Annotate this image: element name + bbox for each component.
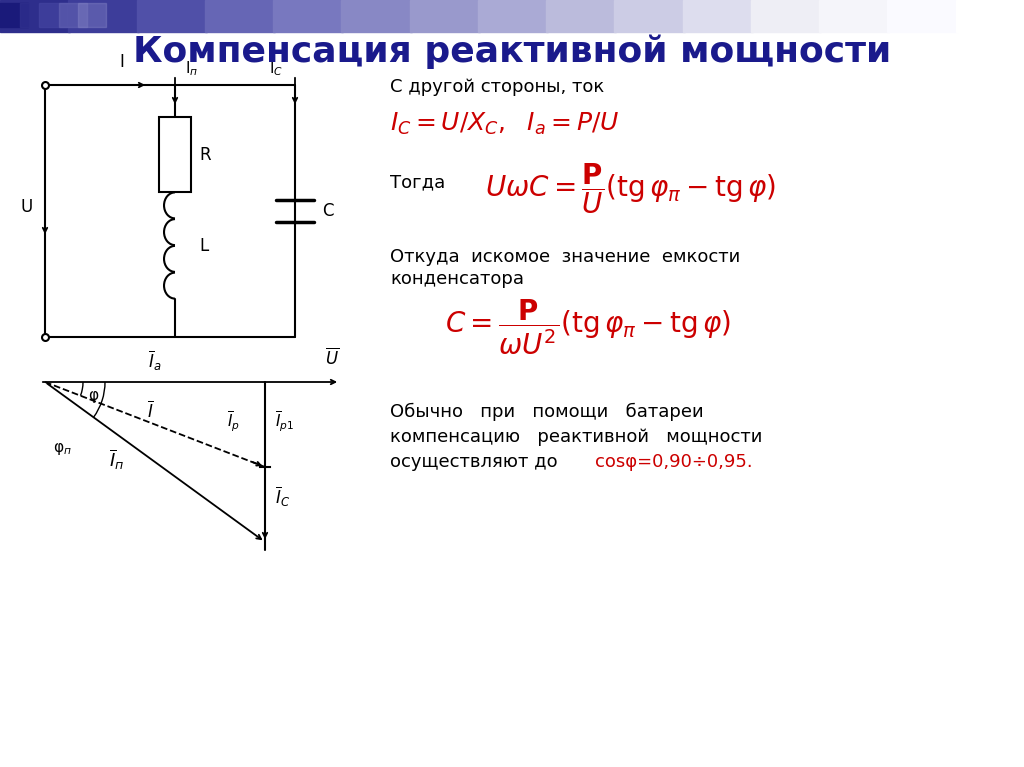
- Text: $I_C=U/X_C,\ \ I_a=P/U$: $I_C=U/X_C,\ \ I_a=P/U$: [390, 111, 620, 137]
- Bar: [39, 3, 68, 27]
- Text: I$_{п}$: I$_{п}$: [185, 60, 199, 78]
- Bar: [341, 0, 412, 32]
- Bar: [410, 0, 480, 32]
- Text: $\overline{I}_p$: $\overline{I}_p$: [226, 410, 240, 433]
- Text: Компенсация реактивной мощности: Компенсация реактивной мощности: [133, 35, 891, 69]
- Bar: [546, 0, 616, 32]
- Bar: [819, 0, 890, 32]
- Text: $U\omega C = \dfrac{\mathbf{P}}{U}(\mathrm{tg}\,\varphi_\pi - \mathrm{tg}\,\varp: $U\omega C = \dfrac{\mathbf{P}}{U}(\math…: [485, 162, 776, 216]
- Text: $\overline{I}$: $\overline{I}$: [146, 400, 154, 421]
- Text: L: L: [199, 237, 208, 255]
- Text: U: U: [20, 198, 33, 216]
- Text: φ: φ: [88, 388, 98, 403]
- Bar: [58, 3, 87, 27]
- Text: $\overline{I}_C$: $\overline{I}_C$: [275, 485, 290, 509]
- Bar: [614, 0, 685, 32]
- Text: $\overline{I}_{п}$: $\overline{I}_{п}$: [110, 447, 125, 472]
- Text: компенсацию   реактивной   мощности: компенсацию реактивной мощности: [390, 428, 763, 446]
- Bar: [751, 0, 821, 32]
- Bar: [205, 0, 275, 32]
- Text: Тогда: Тогда: [390, 173, 445, 191]
- Bar: [478, 0, 548, 32]
- Text: Откуда  искомое  значение  емкости: Откуда искомое значение емкости: [390, 248, 740, 266]
- Bar: [159, 117, 191, 192]
- Bar: [69, 0, 138, 32]
- Text: φ$_п$: φ$_п$: [53, 441, 72, 457]
- Bar: [683, 0, 753, 32]
- Text: $C = \dfrac{\mathbf{P}}{\omega U^2}(\mathrm{tg}\,\varphi_\pi - \mathrm{tg}\,\var: $C = \dfrac{\mathbf{P}}{\omega U^2}(\mat…: [445, 297, 731, 357]
- Text: $\overline{I}_{p1}$: $\overline{I}_{p1}$: [275, 410, 294, 433]
- Text: $\overline{U}$: $\overline{U}$: [325, 347, 339, 368]
- Text: осуществляют до: осуществляют до: [390, 453, 563, 471]
- Bar: [19, 3, 47, 27]
- Bar: [0, 3, 28, 27]
- Bar: [136, 0, 207, 32]
- Bar: [79, 3, 106, 27]
- Text: R: R: [199, 146, 211, 164]
- Text: I: I: [120, 53, 125, 71]
- Text: конденсатора: конденсатора: [390, 270, 524, 288]
- Bar: [0, 0, 71, 32]
- Text: C: C: [322, 202, 334, 220]
- Text: $\overline{I}_a$: $\overline{I}_a$: [148, 349, 162, 373]
- Text: Обычно   при   помощи   батареи: Обычно при помощи батареи: [390, 403, 703, 421]
- Text: С другой стороны, ток: С другой стороны, ток: [390, 78, 604, 96]
- Text: cosφ=0,90÷0,95.: cosφ=0,90÷0,95.: [595, 453, 753, 471]
- Text: I$_C$: I$_C$: [269, 60, 283, 78]
- Bar: [888, 0, 957, 32]
- Bar: [273, 0, 343, 32]
- Bar: [955, 0, 1024, 32]
